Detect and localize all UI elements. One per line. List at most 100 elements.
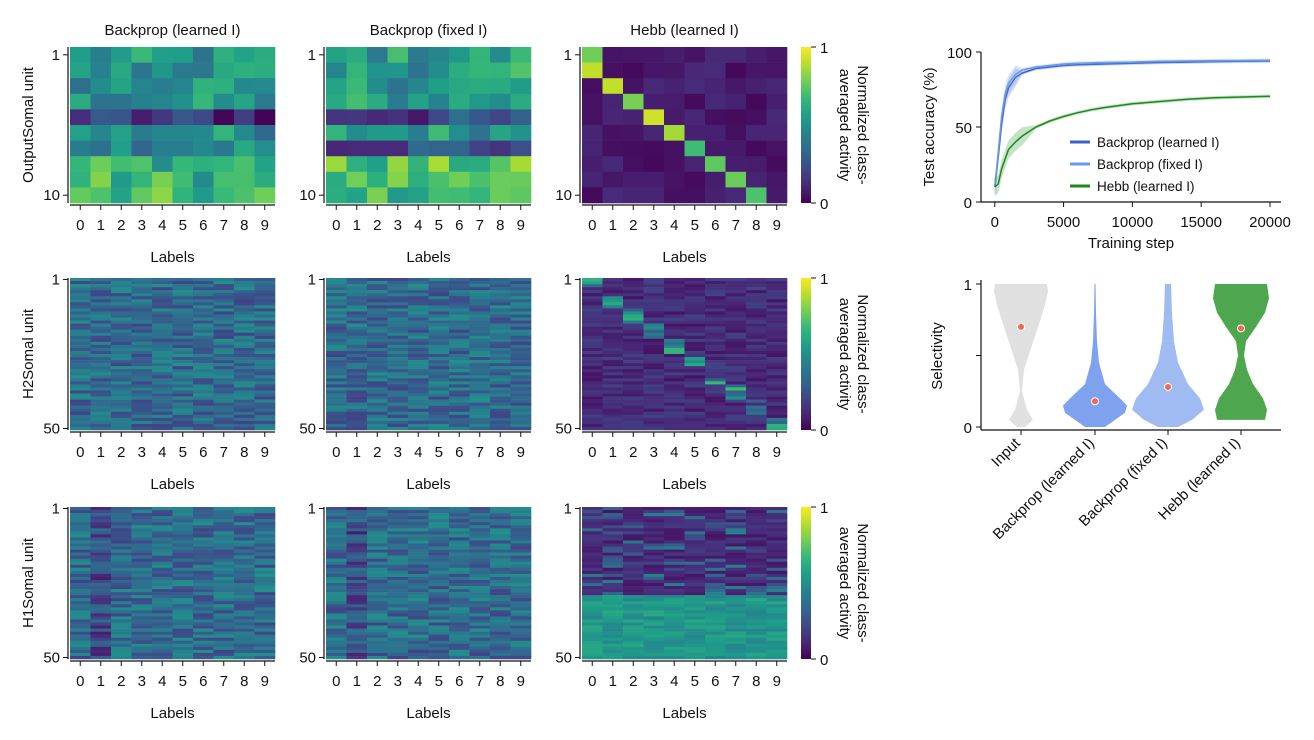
heatmap-cell	[131, 372, 153, 376]
heatmap-cell	[193, 426, 214, 431]
heatmap-cell	[387, 619, 409, 623]
heatmap-cell	[623, 546, 644, 550]
heatmap-cell	[254, 595, 276, 599]
heatmap-cell	[172, 281, 194, 285]
heatmap-cell	[131, 369, 153, 373]
heatmap-cell	[643, 619, 665, 623]
heatmap-cell	[766, 637, 788, 642]
heatmap-cell	[746, 329, 767, 334]
heatmap-cell	[623, 156, 644, 173]
heatmap-cell	[213, 601, 235, 605]
heatmap-cell	[408, 573, 429, 578]
heatmap-cell	[469, 616, 491, 620]
heatmap-cell	[490, 601, 511, 605]
heatmap-cell	[510, 363, 532, 367]
heatmap-cell	[326, 567, 347, 572]
heatmap-cell	[582, 93, 603, 110]
heatmap-cell	[172, 363, 194, 367]
heatmap-cell	[490, 625, 511, 629]
heatmap-cell	[152, 357, 173, 361]
heatmap-cell	[705, 393, 726, 397]
heatmap-cell	[490, 387, 511, 391]
heatmap-cell	[213, 372, 235, 376]
heatmap-cell	[643, 540, 665, 544]
heatmap-cell	[172, 393, 194, 397]
heatmap-cell	[172, 646, 194, 651]
heatmap-cell	[111, 305, 132, 309]
heatmap-cell	[705, 357, 726, 361]
heatmap-cell	[172, 631, 194, 635]
heatmap-cell	[152, 426, 173, 431]
heatmap-cell	[469, 317, 491, 321]
heatmap-cell	[602, 93, 624, 110]
heatmap-cell	[367, 314, 388, 318]
heatmap-cell	[90, 543, 112, 547]
heatmap-cell	[213, 305, 235, 309]
heatmap-cell	[510, 414, 532, 419]
heatmap-cell	[428, 637, 450, 642]
heatmap-cell	[490, 592, 511, 596]
heatmap-cell	[623, 561, 644, 566]
heatmap-cell	[326, 390, 347, 394]
heatmap-cell	[408, 619, 429, 623]
heatmap-cell	[428, 384, 450, 388]
heatmap-cell	[387, 109, 409, 126]
heatmap-cell	[428, 586, 450, 590]
heatmap-cell	[490, 278, 511, 282]
heatmap-cell	[234, 171, 255, 188]
heatmap-cell	[684, 323, 706, 327]
heatmap-cell	[684, 628, 706, 632]
heatmap-cell	[684, 631, 706, 635]
heatmap-cell	[664, 537, 685, 541]
heatmap-cell	[90, 637, 112, 642]
heatmap-cell	[70, 350, 91, 355]
heatmap-cell	[408, 338, 429, 343]
heatmap-cell	[131, 384, 153, 388]
heatmap-cell	[346, 341, 368, 346]
heatmap-cell	[746, 375, 767, 379]
heatmap-cell	[408, 357, 429, 361]
heatmap-cell	[367, 417, 388, 422]
heatmap-cell	[254, 390, 276, 394]
heatmap-cell	[510, 519, 532, 523]
heatmap-cell	[766, 552, 788, 556]
heatmap-cell	[172, 561, 194, 566]
heatmap-cell	[582, 583, 603, 587]
heatmap-cell	[213, 332, 235, 337]
heatmap-cell	[428, 396, 450, 400]
heatmap-cell	[193, 341, 214, 346]
heatmap-cell	[254, 311, 276, 315]
heatmap-cell	[346, 375, 368, 379]
heatmap-cell	[346, 516, 368, 520]
heatmap-cell	[387, 408, 409, 413]
heatmap-cell	[367, 140, 388, 157]
heatmap-cell	[725, 378, 747, 382]
heatmap-cell	[152, 366, 173, 370]
heatmap-cell	[213, 643, 235, 648]
heatmap-cell	[326, 592, 347, 596]
heatmap-cell	[746, 655, 767, 660]
heatmap-cell	[326, 616, 347, 620]
heatmap-cell	[582, 543, 603, 547]
heatmap-cell	[643, 381, 665, 385]
heatmap-cell	[664, 302, 685, 306]
heatmap-cell	[469, 576, 491, 581]
x-tick-label: 2	[373, 217, 381, 234]
heatmap-cell	[490, 393, 511, 397]
heatmap-cell	[213, 567, 235, 572]
heatmap-cell	[213, 595, 235, 599]
heatmap-cell	[746, 525, 767, 529]
heatmap-cell	[70, 171, 91, 188]
heatmap-cell	[766, 592, 788, 596]
heatmap-cell	[326, 393, 347, 397]
heatmap-cell	[766, 314, 788, 318]
heatmap-cell	[408, 579, 429, 584]
heatmap-cell	[664, 420, 685, 425]
heatmap-cell	[510, 537, 532, 541]
heatmap-cell	[193, 363, 214, 367]
heatmap-cell	[582, 140, 603, 157]
heatmap-cell	[346, 519, 368, 523]
heatmap-cell	[490, 598, 511, 602]
heatmap-cell	[326, 320, 347, 324]
